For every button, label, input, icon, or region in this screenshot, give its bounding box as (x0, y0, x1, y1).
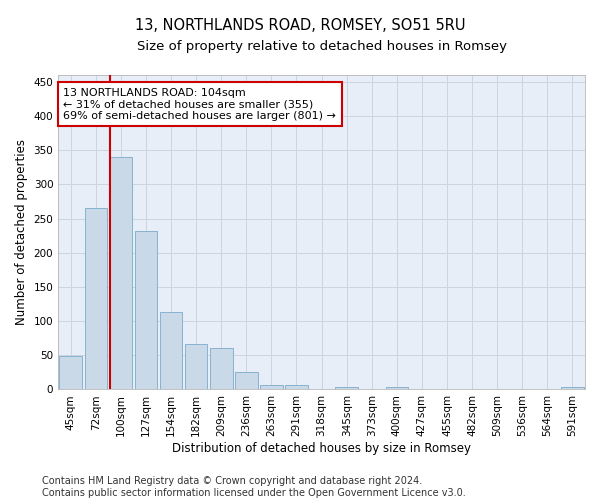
Bar (210, 348, 233, 390)
Bar (260, 384, 283, 390)
Bar (85, 208, 107, 390)
Bar (235, 372, 257, 390)
Bar (185, 344, 208, 390)
Y-axis label: Number of detached properties: Number of detached properties (15, 139, 28, 325)
Bar (386, 388, 408, 390)
Bar (110, 157, 132, 390)
Bar (134, 231, 157, 390)
Bar (561, 386, 584, 390)
Bar (335, 386, 358, 390)
Title: Size of property relative to detached houses in Romsey: Size of property relative to detached ho… (137, 40, 506, 53)
X-axis label: Distribution of detached houses by size in Romsey: Distribution of detached houses by size … (172, 442, 471, 455)
Bar (285, 384, 308, 390)
Bar (160, 312, 182, 390)
Text: Contains HM Land Registry data © Crown copyright and database right 2024.
Contai: Contains HM Land Registry data © Crown c… (42, 476, 466, 498)
Bar (59, 356, 82, 390)
Text: 13, NORTHLANDS ROAD, ROMSEY, SO51 5RU: 13, NORTHLANDS ROAD, ROMSEY, SO51 5RU (135, 18, 465, 32)
Text: 13 NORTHLANDS ROAD: 104sqm
← 31% of detached houses are smaller (355)
69% of sem: 13 NORTHLANDS ROAD: 104sqm ← 31% of deta… (64, 88, 337, 121)
